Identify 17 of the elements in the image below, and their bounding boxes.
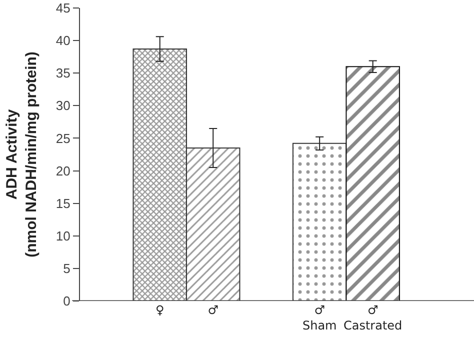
y-tick-label: 20: [56, 163, 70, 178]
y-axis-title: ADH Activity (nmol NADH/min/mg protein): [4, 52, 40, 258]
y-tick-label: 15: [56, 196, 70, 211]
y-tick-label: 35: [56, 66, 70, 81]
x-tick-label: ♂: [208, 303, 218, 317]
x-tick-label: ♀: [155, 303, 164, 317]
x-tick-label: ♂ Sham: [302, 303, 337, 333]
y-tick-label: 10: [56, 228, 70, 244]
x-tick-label: ♂ Castrated: [343, 303, 402, 333]
y-tick-label: 45: [56, 0, 70, 16]
y-tick-label: 5: [63, 260, 70, 276]
y-tick-label: 30: [56, 98, 70, 114]
bar: [292, 142, 347, 301]
y-tick-label: 25: [56, 130, 70, 146]
y-tick-label: 0: [63, 294, 70, 309]
bar: [346, 66, 400, 301]
y-tick-label: 40: [56, 33, 70, 48]
